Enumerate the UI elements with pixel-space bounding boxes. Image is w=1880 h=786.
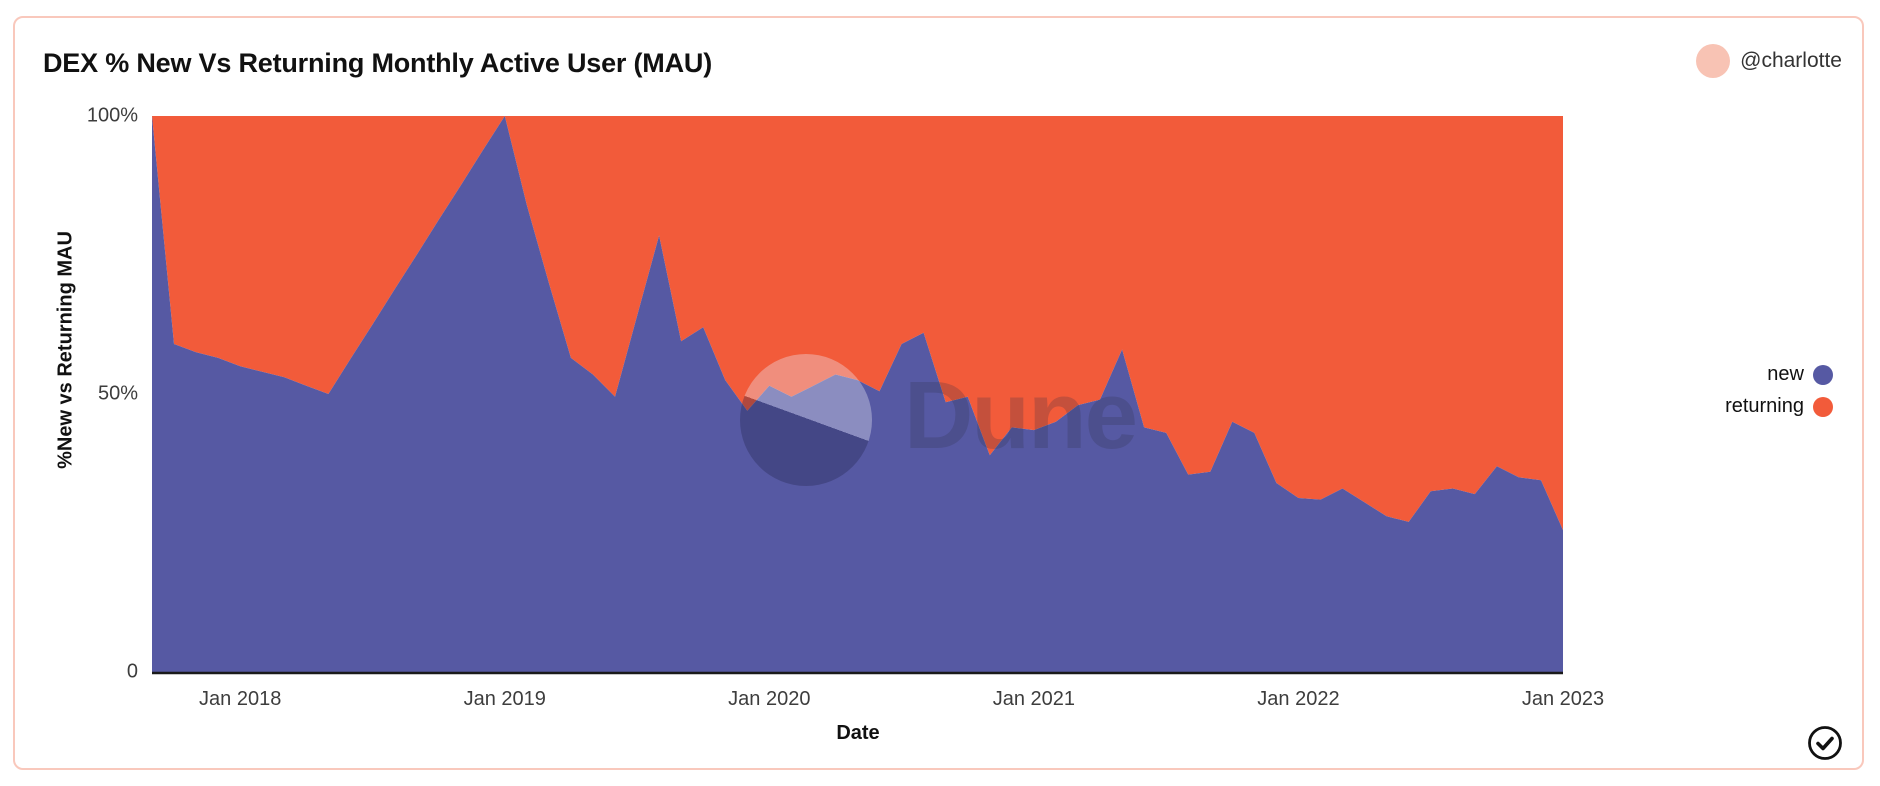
check-circle-button[interactable] xyxy=(1807,725,1843,761)
x-tick-label: Jan 2022 xyxy=(1257,688,1340,710)
y-tick-label: 50% xyxy=(97,382,138,405)
y-tick-label: 0 xyxy=(126,660,138,683)
area-series-new[interactable] xyxy=(152,116,1563,672)
chart-legend: new returning xyxy=(1725,363,1833,418)
y-axis-title: %New vs Returning MAU xyxy=(54,231,77,469)
author-handle: @charlotte xyxy=(1740,49,1842,72)
legend-label: returning xyxy=(1725,395,1804,417)
chart-title: DEX % New Vs Returning Monthly Active Us… xyxy=(43,48,712,78)
legend-dot-icon xyxy=(1813,364,1833,385)
x-tick-label: Jan 2023 xyxy=(1521,688,1605,710)
legend-item-new[interactable]: new xyxy=(1767,363,1833,386)
check-circle-icon xyxy=(1808,726,1842,760)
area-series-returning[interactable] xyxy=(152,116,1563,531)
x-axis-title: Date xyxy=(836,722,880,744)
y-tick-label: 100% xyxy=(86,104,138,127)
legend-label: new xyxy=(1767,363,1804,385)
x-tick-label: Jan 2020 xyxy=(728,688,811,710)
x-tick-label: Jan 2021 xyxy=(992,688,1076,710)
author-avatar[interactable] xyxy=(1696,44,1731,78)
author-link[interactable]: @charlotte xyxy=(1696,44,1842,78)
x-tick-label: Jan 2018 xyxy=(199,688,282,710)
x-tick-label: Jan 2019 xyxy=(463,688,546,710)
legend-dot-icon xyxy=(1813,396,1833,417)
legend-item-returning[interactable]: returning xyxy=(1725,395,1833,418)
